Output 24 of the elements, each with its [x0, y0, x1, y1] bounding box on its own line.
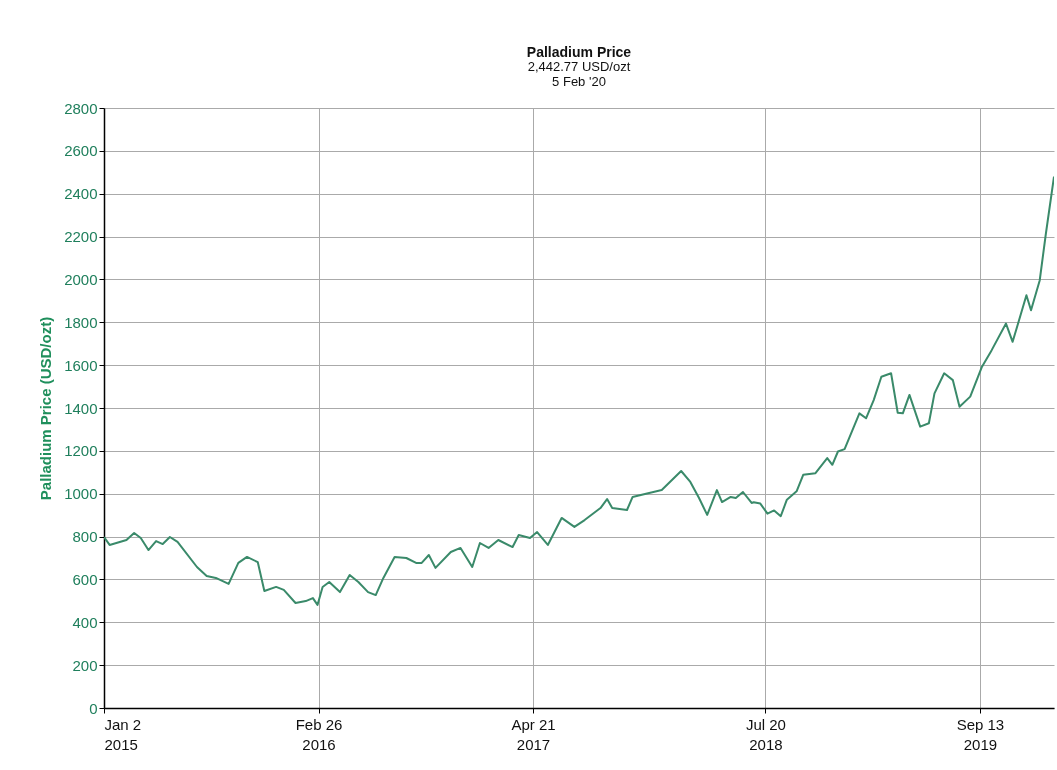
x-tick-label: Jan 2 2015: [104, 715, 142, 753]
y-tick-label: 400: [72, 613, 98, 631]
y-tick-label: 2200: [64, 228, 98, 246]
y-tick-label: 1400: [64, 399, 98, 417]
y-tick-label: 2000: [64, 270, 98, 288]
y-tick-label: 0: [89, 699, 98, 717]
x-tick-label: Feb 26 2016: [295, 715, 343, 753]
y-tick-label: 2600: [64, 142, 98, 160]
y-tick-label: 1000: [64, 485, 98, 503]
y-tick-label: 2400: [64, 185, 98, 203]
chart-subtitle: 2,442.77 USD/ozt 5 Feb '20: [527, 59, 631, 89]
y-tick-label: 1200: [64, 442, 98, 460]
y-tick-label: 1800: [64, 313, 98, 331]
y-axis-title: Palladium Price (USD/ozt): [37, 316, 55, 501]
y-tick-label: 600: [72, 570, 98, 588]
line-series: [104, 175, 1054, 606]
y-tick-label: 800: [72, 528, 98, 546]
chart-title: Palladium Price: [526, 44, 632, 60]
y-tick-label: 200: [72, 656, 98, 674]
x-tick-label: Jul 20 2018: [745, 715, 786, 753]
x-tick-label: Apr 21 2017: [511, 715, 556, 753]
y-tick-label: 2800: [64, 99, 98, 117]
y-tick-label: 1600: [64, 356, 98, 374]
x-tick-label: Sep 13 2019: [956, 715, 1005, 753]
